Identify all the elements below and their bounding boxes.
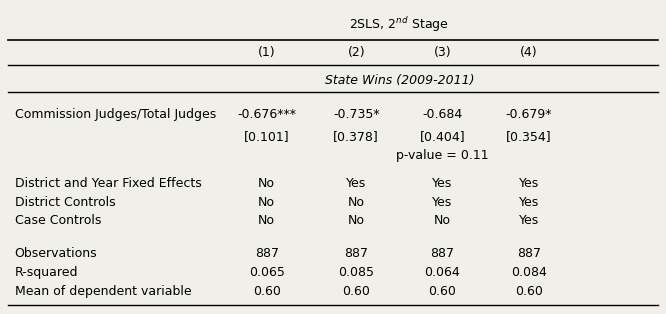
Text: 887: 887 <box>254 247 278 260</box>
Text: 0.60: 0.60 <box>515 285 543 298</box>
Text: Yes: Yes <box>519 177 539 190</box>
Text: No: No <box>348 196 365 208</box>
Text: No: No <box>258 196 275 208</box>
Text: -0.679*: -0.679* <box>505 108 552 122</box>
Text: [0.378]: [0.378] <box>334 130 379 143</box>
Text: Commission Judges/Total Judges: Commission Judges/Total Judges <box>15 108 216 122</box>
Text: -0.684: -0.684 <box>422 108 463 122</box>
Text: Yes: Yes <box>519 214 539 227</box>
Text: p-value = 0.11: p-value = 0.11 <box>396 149 489 162</box>
Text: No: No <box>348 214 365 227</box>
Text: -0.735*: -0.735* <box>333 108 380 122</box>
Text: 0.60: 0.60 <box>252 285 280 298</box>
Text: 0.084: 0.084 <box>511 266 547 279</box>
Text: 0.065: 0.065 <box>248 266 284 279</box>
Text: (2): (2) <box>348 46 365 59</box>
Text: Yes: Yes <box>432 177 453 190</box>
Text: [0.101]: [0.101] <box>244 130 290 143</box>
Text: Yes: Yes <box>346 177 366 190</box>
Text: [0.404]: [0.404] <box>420 130 466 143</box>
Text: 887: 887 <box>344 247 368 260</box>
Text: 0.085: 0.085 <box>338 266 374 279</box>
Text: 887: 887 <box>430 247 454 260</box>
Text: No: No <box>258 214 275 227</box>
Text: Yes: Yes <box>519 196 539 208</box>
Text: No: No <box>258 177 275 190</box>
Text: 887: 887 <box>517 247 541 260</box>
Text: 2SLS, 2$^{nd}$ Stage: 2SLS, 2$^{nd}$ Stage <box>350 15 449 34</box>
Text: Observations: Observations <box>15 247 97 260</box>
Text: Mean of dependent variable: Mean of dependent variable <box>15 285 191 298</box>
Text: -0.676***: -0.676*** <box>237 108 296 122</box>
Text: Case Controls: Case Controls <box>15 214 101 227</box>
Text: District and Year Fixed Effects: District and Year Fixed Effects <box>15 177 201 190</box>
Text: Yes: Yes <box>432 196 453 208</box>
Text: (3): (3) <box>434 46 452 59</box>
Text: R-squared: R-squared <box>15 266 78 279</box>
Text: [0.354]: [0.354] <box>506 130 551 143</box>
Text: (4): (4) <box>520 46 537 59</box>
Text: 0.064: 0.064 <box>424 266 460 279</box>
Text: State Wins (2009-2011): State Wins (2009-2011) <box>324 74 474 87</box>
Text: 0.60: 0.60 <box>342 285 370 298</box>
Text: 0.60: 0.60 <box>428 285 456 298</box>
Text: No: No <box>434 214 451 227</box>
Text: District Controls: District Controls <box>15 196 115 208</box>
Text: (1): (1) <box>258 46 276 59</box>
